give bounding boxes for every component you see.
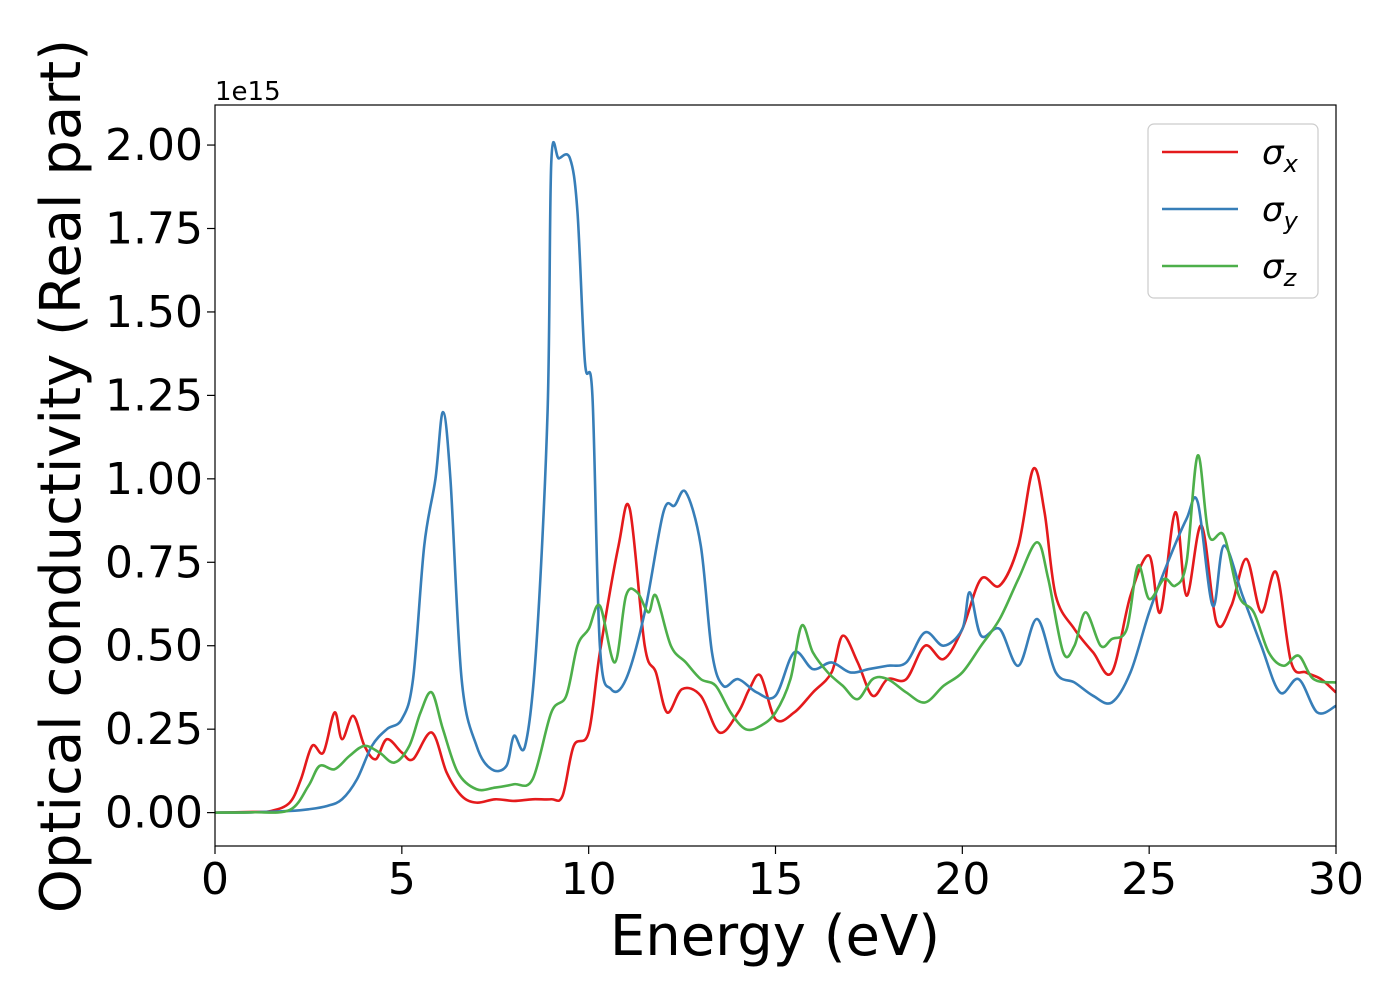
legend-label-x: σx bbox=[1262, 133, 1299, 178]
y-tick-label: 0.75 bbox=[105, 537, 203, 588]
series-line-z bbox=[215, 454, 1336, 814]
y-axis-title: Optical conductivity (Real part) bbox=[29, 39, 94, 913]
y-tick-label: 2.00 bbox=[105, 120, 203, 171]
x-axis: 0 5 10 15 20 25 30 bbox=[201, 846, 1364, 905]
legend-label-z: σz bbox=[1262, 247, 1298, 292]
y-tick-label: 0.50 bbox=[105, 621, 203, 672]
x-tick-label: 15 bbox=[748, 854, 804, 905]
y-offset-label: 1e15 bbox=[215, 77, 281, 107]
x-tick-label: 5 bbox=[388, 854, 416, 905]
legend-box bbox=[1147, 123, 1319, 299]
y-tick-label: 1.50 bbox=[105, 287, 203, 338]
x-tick-label: 0 bbox=[201, 854, 229, 905]
series-line-y bbox=[215, 141, 1336, 814]
x-tick-label: 20 bbox=[934, 854, 990, 905]
legend: σx σy σz bbox=[1147, 123, 1319, 299]
y-tick-label: 1.00 bbox=[105, 454, 203, 505]
x-tick-label: 25 bbox=[1121, 854, 1177, 905]
x-axis-title: Energy (eV) bbox=[610, 904, 940, 969]
y-tick-label: 0.00 bbox=[105, 788, 203, 839]
y-tick-label: 0.25 bbox=[105, 704, 203, 755]
y-tick-label: 1.75 bbox=[105, 204, 203, 255]
y-tick-label: 1.25 bbox=[105, 370, 203, 421]
x-tick-label: 10 bbox=[561, 854, 617, 905]
y-axis: 0.00 0.25 0.50 0.75 1.00 1.25 1.50 1.75 2.00 bbox=[105, 120, 215, 839]
legend-label-y: σy bbox=[1262, 190, 1299, 235]
series-layer bbox=[215, 141, 1336, 814]
x-tick-label: 30 bbox=[1308, 854, 1364, 905]
